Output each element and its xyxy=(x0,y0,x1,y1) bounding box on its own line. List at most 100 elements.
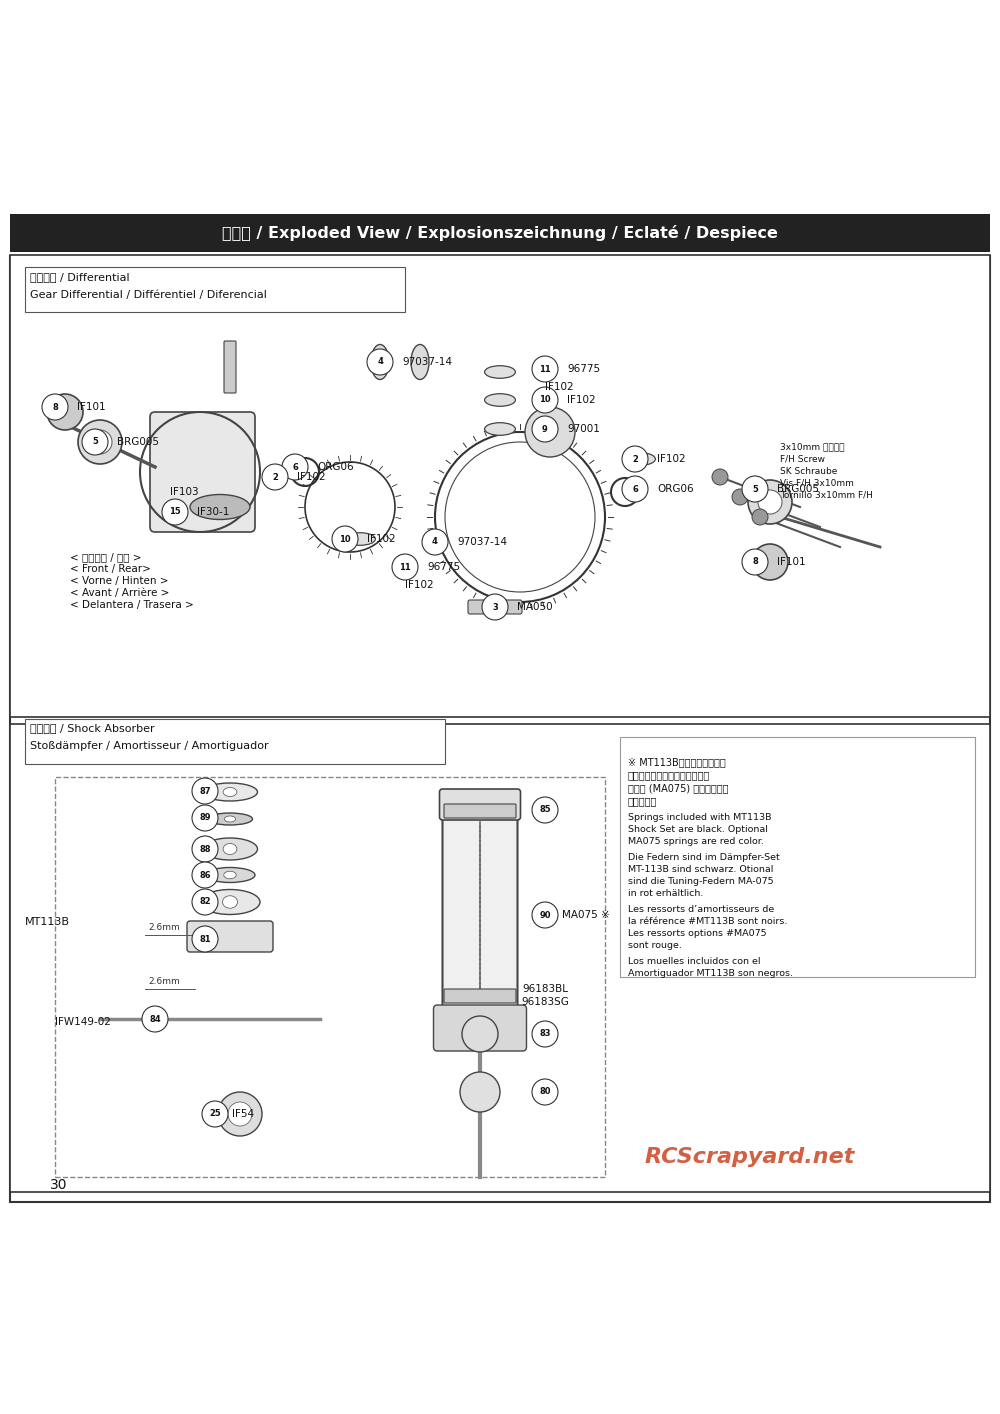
Text: Die Federn sind im Dämpfer-Set: Die Federn sind im Dämpfer-Set xyxy=(628,853,780,861)
Ellipse shape xyxy=(224,871,236,878)
Text: 5: 5 xyxy=(752,485,758,493)
Ellipse shape xyxy=(202,839,258,860)
Text: 87: 87 xyxy=(199,786,211,796)
Circle shape xyxy=(82,428,108,455)
Circle shape xyxy=(78,420,122,464)
Ellipse shape xyxy=(222,895,238,908)
Text: 84: 84 xyxy=(149,1014,161,1024)
Circle shape xyxy=(532,1021,558,1046)
Text: < Front / Rear>: < Front / Rear> xyxy=(70,564,151,574)
Ellipse shape xyxy=(205,868,255,882)
Text: 96775: 96775 xyxy=(427,561,460,573)
Text: 8: 8 xyxy=(752,557,758,567)
FancyBboxPatch shape xyxy=(444,988,516,1003)
Circle shape xyxy=(192,926,218,952)
Text: in rot erhältlich.: in rot erhältlich. xyxy=(628,888,703,898)
Ellipse shape xyxy=(371,345,389,379)
Text: 97037-14: 97037-14 xyxy=(402,356,452,368)
Text: 88: 88 xyxy=(199,844,211,854)
Text: IF102: IF102 xyxy=(545,382,574,392)
Text: Gear Differential / Différentiel / Diferencial: Gear Differential / Différentiel / Difer… xyxy=(30,290,267,300)
Circle shape xyxy=(218,1092,262,1135)
Text: sont rouge.: sont rouge. xyxy=(628,940,682,949)
Circle shape xyxy=(42,395,68,420)
Circle shape xyxy=(532,387,558,413)
Text: < フロント / リヤ >: < フロント / リヤ > xyxy=(70,551,142,561)
FancyBboxPatch shape xyxy=(25,267,405,312)
Text: la référence #MT113B sont noirs.: la référence #MT113B sont noirs. xyxy=(628,916,787,926)
FancyBboxPatch shape xyxy=(434,1005,526,1051)
Text: MT113B: MT113B xyxy=(25,918,70,928)
FancyBboxPatch shape xyxy=(224,341,236,393)
Text: IF102: IF102 xyxy=(405,580,434,590)
Text: 82: 82 xyxy=(199,898,211,906)
FancyBboxPatch shape xyxy=(187,921,273,952)
Circle shape xyxy=(162,499,188,525)
Circle shape xyxy=(202,1102,228,1127)
Circle shape xyxy=(142,1005,168,1032)
FancyBboxPatch shape xyxy=(10,255,990,717)
Circle shape xyxy=(47,395,83,430)
Text: 8: 8 xyxy=(52,403,58,411)
Text: 11: 11 xyxy=(539,365,551,373)
Text: IF102: IF102 xyxy=(367,534,396,544)
Text: IF30-1: IF30-1 xyxy=(197,508,229,518)
Text: は赤です。: は赤です。 xyxy=(628,796,657,806)
Text: 97037-14: 97037-14 xyxy=(457,537,507,547)
Text: < Delantera / Trasera >: < Delantera / Trasera > xyxy=(70,600,194,609)
Text: Tornillo 3x10mm F/H: Tornillo 3x10mm F/H xyxy=(780,491,873,499)
Circle shape xyxy=(532,416,558,443)
Circle shape xyxy=(532,902,558,928)
Text: Amortiguador MT113B son negros.: Amortiguador MT113B son negros. xyxy=(628,969,793,977)
Text: Shock Set are black. Optional: Shock Set are black. Optional xyxy=(628,824,768,833)
Circle shape xyxy=(712,469,728,485)
Text: 4: 4 xyxy=(432,537,438,546)
FancyBboxPatch shape xyxy=(440,789,520,820)
Ellipse shape xyxy=(224,816,236,822)
Text: 96183SG: 96183SG xyxy=(521,997,569,1007)
FancyBboxPatch shape xyxy=(10,724,990,1192)
Text: 4: 4 xyxy=(377,358,383,366)
Text: 83: 83 xyxy=(539,1029,551,1038)
Text: sind die Tuning-Federn MA-075: sind die Tuning-Federn MA-075 xyxy=(628,877,774,885)
Text: < Vorne / Hinten >: < Vorne / Hinten > xyxy=(70,575,168,585)
Circle shape xyxy=(532,1079,558,1104)
Text: 85: 85 xyxy=(539,806,551,814)
Text: 96183BL: 96183BL xyxy=(522,984,568,994)
Ellipse shape xyxy=(202,783,258,800)
Circle shape xyxy=(525,407,575,457)
Circle shape xyxy=(192,836,218,863)
Text: IF103: IF103 xyxy=(170,486,199,496)
Text: 2: 2 xyxy=(272,472,278,482)
Circle shape xyxy=(192,863,218,888)
Text: IFW149-02: IFW149-02 xyxy=(55,1017,111,1027)
Text: SK Schraube: SK Schraube xyxy=(780,467,837,475)
Text: ※ MT113Bダンパーセットに: ※ MT113Bダンパーセットに xyxy=(628,756,726,766)
Ellipse shape xyxy=(485,366,515,379)
Text: IF101: IF101 xyxy=(777,557,806,567)
Ellipse shape xyxy=(208,813,252,824)
Text: 81: 81 xyxy=(199,935,211,943)
Circle shape xyxy=(742,549,768,575)
Text: デフギヤ / Differential: デフギヤ / Differential xyxy=(30,271,130,281)
Circle shape xyxy=(482,594,508,619)
Circle shape xyxy=(752,509,768,525)
Text: 15: 15 xyxy=(169,508,181,516)
Text: 30: 30 xyxy=(50,1178,68,1192)
Text: RCScrapyard.net: RCScrapyard.net xyxy=(645,1147,855,1167)
Text: 80: 80 xyxy=(539,1087,551,1096)
Text: Los muelles incluidos con el: Los muelles incluidos con el xyxy=(628,956,761,966)
Ellipse shape xyxy=(411,345,429,379)
Text: 単品売 (MA075) のスプリング: 単品売 (MA075) のスプリング xyxy=(628,783,728,793)
Ellipse shape xyxy=(223,844,237,854)
Circle shape xyxy=(462,1017,498,1052)
FancyBboxPatch shape xyxy=(440,1007,520,1035)
Text: Les ressorts d’amortisseurs de: Les ressorts d’amortisseurs de xyxy=(628,905,774,913)
Text: 分解図 / Exploded View / Explosionszeichnung / Eclaté / Despiece: 分解図 / Exploded View / Explosionszeichnun… xyxy=(222,225,778,240)
FancyBboxPatch shape xyxy=(468,600,522,614)
Text: ORG06: ORG06 xyxy=(657,484,694,493)
Text: Springs included with MT113B: Springs included with MT113B xyxy=(628,813,772,822)
Text: 2.6mm: 2.6mm xyxy=(148,922,180,932)
Text: 6: 6 xyxy=(292,462,298,471)
Text: 3: 3 xyxy=(492,602,498,611)
